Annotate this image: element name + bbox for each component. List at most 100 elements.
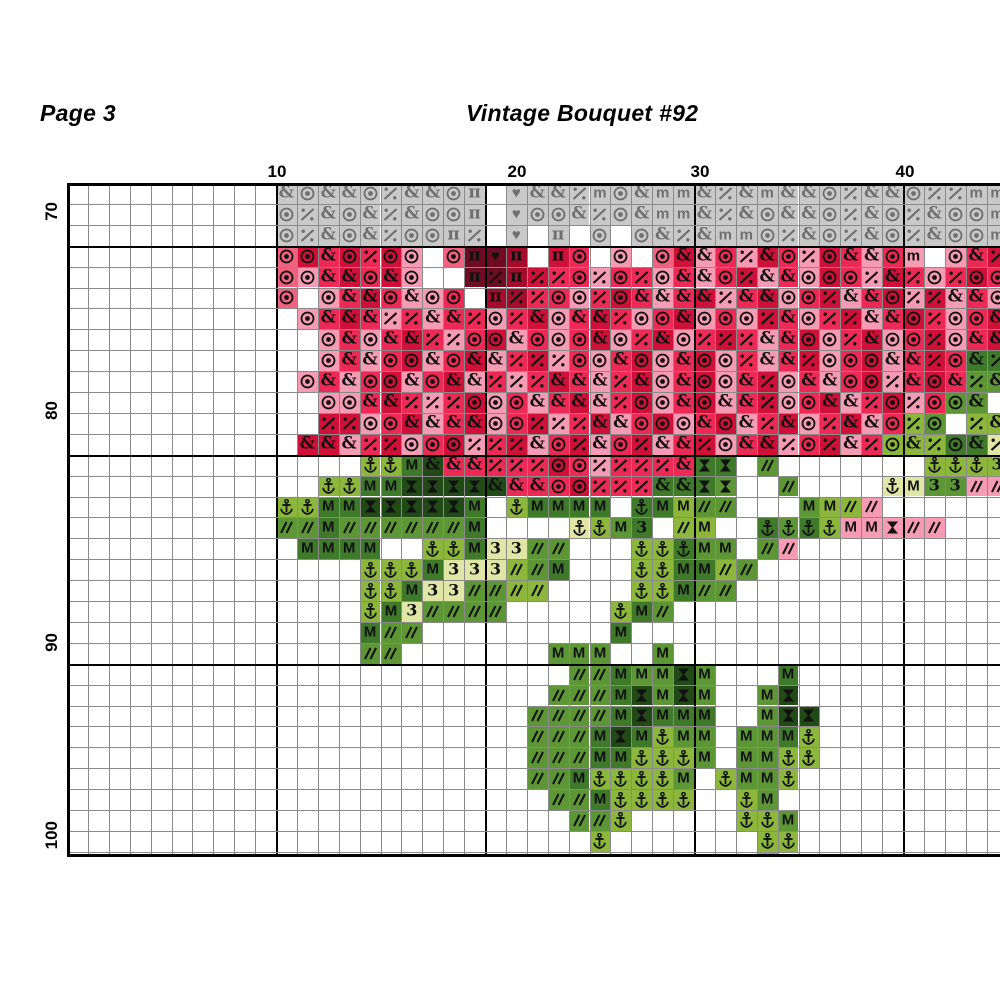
stitch-cell[interactable] xyxy=(777,392,799,413)
stitch-cell[interactable] xyxy=(568,412,590,434)
stitch-cell[interactable] xyxy=(547,684,569,706)
stitch-cell[interactable] xyxy=(296,308,318,330)
stitch-cell[interactable]: & xyxy=(359,392,381,413)
stitch-cell[interactable] xyxy=(777,830,799,852)
stitch-cell[interactable] xyxy=(296,183,318,204)
stitch-cell[interactable]: & xyxy=(464,350,485,372)
stitch-cell[interactable] xyxy=(631,412,653,434)
stitch-cell[interactable] xyxy=(819,433,841,455)
stitch-cell[interactable] xyxy=(777,538,799,560)
stitch-cell[interactable]: M xyxy=(547,642,569,664)
stitch-cell[interactable]: & xyxy=(923,203,945,225)
stitch-cell[interactable]: M xyxy=(673,496,694,518)
stitch-cell[interactable] xyxy=(631,308,653,330)
stitch-cell[interactable]: M xyxy=(694,538,715,560)
stitch-cell[interactable] xyxy=(276,224,297,246)
stitch-cell[interactable]: M xyxy=(317,538,339,560)
stitch-cell[interactable]: & xyxy=(338,183,360,204)
stitch-cell[interactable]: M xyxy=(547,496,569,518)
stitch-cell[interactable]: & xyxy=(547,392,569,413)
stitch-cell[interactable] xyxy=(589,475,611,497)
stitch-cell[interactable]: & xyxy=(735,412,757,434)
stitch-cell[interactable] xyxy=(422,601,444,622)
stitch-cell[interactable] xyxy=(631,684,653,706)
stitch-cell[interactable] xyxy=(359,412,381,434)
stitch-cell[interactable] xyxy=(673,412,694,434)
stitch-cell[interactable] xyxy=(965,308,987,330)
stitch-cell[interactable] xyxy=(861,433,883,455)
stitch-cell[interactable]: M xyxy=(652,496,674,518)
stitch-cell[interactable] xyxy=(568,287,590,309)
stitch-cell[interactable]: M xyxy=(359,621,381,643)
stitch-cell[interactable] xyxy=(903,329,924,351)
stitch-cell[interactable]: m xyxy=(965,183,987,204)
stitch-cell[interactable] xyxy=(276,203,297,225)
stitch-cell[interactable]: & xyxy=(380,392,402,413)
stitch-cell[interactable]: M xyxy=(903,475,924,497)
stitch-cell[interactable]: & xyxy=(631,371,653,392)
stitch-cell[interactable]: M xyxy=(568,496,590,518)
stitch-cell[interactable]: & xyxy=(777,266,799,288)
stitch-cell[interactable]: & xyxy=(526,308,548,330)
stitch-cell[interactable]: & xyxy=(777,350,799,372)
stitch-cell[interactable] xyxy=(694,371,715,392)
stitch-cell[interactable] xyxy=(735,308,757,330)
stitch-cell[interactable] xyxy=(296,203,318,225)
stitch-cell[interactable] xyxy=(526,454,548,476)
stitch-cell[interactable]: & xyxy=(359,350,381,372)
stitch-cell[interactable] xyxy=(944,433,966,455)
stitch-cell[interactable] xyxy=(882,203,903,225)
stitch-cell[interactable]: & xyxy=(589,371,611,392)
stitch-cell[interactable] xyxy=(317,350,339,372)
stitch-cell[interactable] xyxy=(422,287,444,309)
stitch-cell[interactable]: & xyxy=(944,371,966,392)
stitch-cell[interactable]: M xyxy=(338,538,360,560)
stitch-cell[interactable] xyxy=(338,475,360,497)
stitch-cell[interactable] xyxy=(714,203,736,225)
stitch-cell[interactable] xyxy=(589,266,611,288)
stitch-cell[interactable] xyxy=(714,475,736,497)
stitch-cell[interactable] xyxy=(296,496,318,518)
stitch-cell[interactable] xyxy=(652,747,674,769)
stitch-cell[interactable] xyxy=(485,392,506,413)
stitch-cell[interactable]: 3 xyxy=(443,580,465,601)
stitch-cell[interactable]: & xyxy=(694,245,715,267)
stitch-cell[interactable]: & xyxy=(610,350,632,372)
stitch-cell[interactable]: π xyxy=(464,203,485,225)
stitch-cell[interactable]: & xyxy=(986,329,1000,351)
stitch-cell[interactable] xyxy=(986,245,1000,267)
stitch-cell[interactable]: 3 xyxy=(505,538,527,560)
stitch-cell[interactable] xyxy=(882,392,903,413)
stitch-cell[interactable]: M xyxy=(694,684,715,706)
stitch-cell[interactable] xyxy=(443,245,465,267)
stitch-cell[interactable] xyxy=(652,350,674,372)
stitch-cell[interactable]: & xyxy=(861,287,883,309)
stitch-cell[interactable]: & xyxy=(861,308,883,330)
stitch-cell[interactable] xyxy=(903,308,924,330)
stitch-cell[interactable] xyxy=(526,768,548,790)
stitch-cell[interactable]: & xyxy=(735,287,757,309)
stitch-cell[interactable] xyxy=(631,768,653,790)
stitch-cell[interactable]: 3 xyxy=(485,559,506,581)
stitch-cell[interactable] xyxy=(526,538,548,560)
stitch-cell[interactable] xyxy=(694,454,715,476)
stitch-cell[interactable]: M xyxy=(422,559,444,581)
stitch-cell[interactable]: & xyxy=(401,183,423,204)
stitch-cell[interactable] xyxy=(882,433,903,455)
stitch-cell[interactable]: M xyxy=(694,705,715,727)
stitch-cell[interactable]: π xyxy=(547,224,569,246)
stitch-cell[interactable] xyxy=(652,266,674,288)
stitch-cell[interactable]: m xyxy=(735,224,757,246)
stitch-cell[interactable] xyxy=(652,580,674,601)
stitch-cell[interactable] xyxy=(903,224,924,246)
stitch-cell[interactable]: M xyxy=(714,538,736,560)
stitch-cell[interactable]: M xyxy=(589,496,611,518)
stitch-cell[interactable]: M xyxy=(631,726,653,748)
stitch-cell[interactable]: & xyxy=(338,266,360,288)
stitch-cell[interactable]: M xyxy=(756,747,778,769)
stitch-cell[interactable] xyxy=(840,308,862,330)
stitch-cell[interactable]: & xyxy=(756,433,778,455)
stitch-cell[interactable] xyxy=(631,538,653,560)
stitch-cell[interactable] xyxy=(694,580,715,601)
stitch-cell[interactable]: & xyxy=(464,371,485,392)
